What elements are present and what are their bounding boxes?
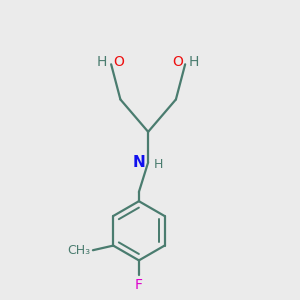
Text: H: H: [97, 56, 107, 69]
Text: H: H: [189, 56, 199, 69]
Text: H: H: [154, 158, 163, 171]
Text: CH₃: CH₃: [67, 244, 90, 257]
Text: F: F: [135, 278, 143, 292]
Text: N: N: [133, 155, 146, 170]
Text: O: O: [113, 56, 124, 69]
Text: O: O: [172, 56, 183, 69]
